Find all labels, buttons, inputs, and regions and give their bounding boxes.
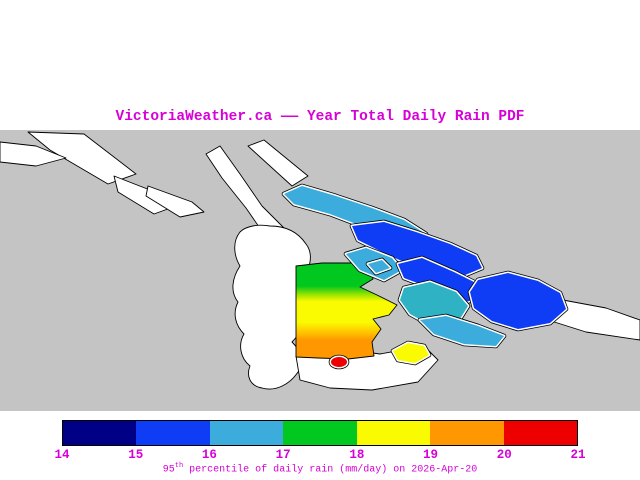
coastline-shape xyxy=(145,185,205,218)
channel-shape xyxy=(247,139,309,187)
colorbar-tick-label: 14 xyxy=(54,448,70,462)
colorbar-segment xyxy=(430,421,504,445)
colorbar-tick-label: 16 xyxy=(201,448,217,462)
colorbar-ticks: 14 15 16 17 18 19 20 21 xyxy=(54,448,585,462)
colorbar-tick-label: 15 xyxy=(128,448,144,462)
central-land-blob xyxy=(232,224,311,390)
colorbar-tick-label: 17 xyxy=(275,448,291,462)
colorbar-segment xyxy=(356,421,431,445)
caption-value: 95 xyxy=(162,464,175,476)
caption-superscript: th xyxy=(174,462,184,470)
colorbar-segment xyxy=(209,421,284,445)
island-region-yellow-southeast xyxy=(393,343,429,363)
islet-region-cyan-tiny xyxy=(368,260,390,273)
coastline-shape xyxy=(0,141,67,167)
colorbar-tick-label: 20 xyxy=(496,448,512,462)
hotspot-region-red xyxy=(331,357,347,367)
colorbar-segment xyxy=(503,421,577,445)
colorbar-segment xyxy=(136,421,210,445)
map-canvas xyxy=(0,130,640,411)
colorbar-caption: 95th percentile of daily rain (mm/day) o… xyxy=(0,462,640,475)
colorbar xyxy=(62,420,578,446)
colorbar-tick-label: 21 xyxy=(570,448,586,462)
colorbar-tick-label: 19 xyxy=(423,448,439,462)
caption-rest: percentile of daily rain (mm/day) on 202… xyxy=(183,464,478,476)
colorbar-segment xyxy=(283,421,357,445)
colorbar-tick-label: 18 xyxy=(349,448,365,462)
figure-title: VictoriaWeather.ca —— Year Total Daily R… xyxy=(115,109,525,125)
colorbar-segment xyxy=(63,421,137,445)
